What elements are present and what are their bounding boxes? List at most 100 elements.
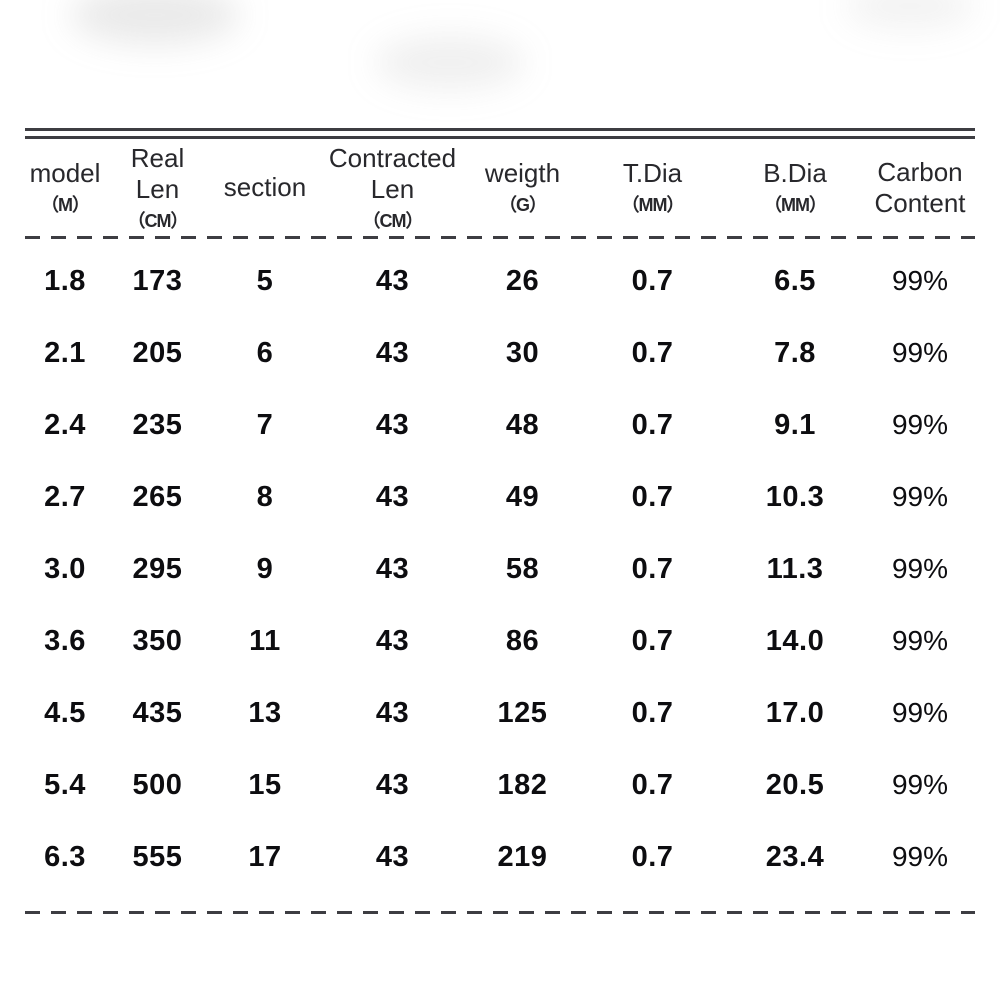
top-rule — [25, 128, 975, 139]
column-unit: （G） — [498, 195, 547, 215]
table-row: 2.1 205 6 43 30 0.7 7.8 99% — [25, 317, 975, 389]
table-cell-carbon-content: 99% — [891, 697, 949, 728]
table-cell-b-dia: 6.5 — [774, 264, 816, 297]
column-header-contracted-len: Contracted Len （CM） — [320, 143, 465, 233]
table-cell-real-len: 205 — [132, 336, 183, 369]
background-smudge — [70, 0, 240, 45]
table-cell-b-dia: 17.0 — [765, 696, 825, 729]
table-cell-contracted-len: 43 — [375, 480, 410, 513]
column-label: Real Len — [130, 142, 185, 204]
table-cell-model: 2.1 — [44, 336, 86, 369]
background-smudge — [845, 0, 975, 30]
table-cell-t-dia: 0.7 — [631, 840, 674, 873]
background-smudge — [375, 35, 525, 90]
table-cell-section: 5 — [256, 264, 274, 297]
column-label: Carbon Content — [874, 156, 966, 218]
table-cell-carbon-content: 99% — [891, 769, 949, 800]
column-unit: （CM） — [362, 210, 424, 231]
bottom-divider — [25, 911, 975, 914]
table-cell-contracted-len: 43 — [375, 624, 410, 657]
table-cell-t-dia: 0.7 — [631, 408, 674, 441]
table-cell-carbon-content: 99% — [891, 337, 949, 368]
column-header-section: section — [210, 172, 320, 203]
column-label: weigth — [484, 158, 561, 188]
table-cell-b-dia: 9.1 — [774, 408, 816, 441]
table-cell-contracted-len: 43 — [375, 408, 410, 441]
column-label: T.Dia — [622, 158, 683, 188]
table-row: 3.0 295 9 43 58 0.7 11.3 99% — [25, 533, 975, 605]
table-cell-weight: 26 — [505, 264, 540, 297]
table-cell-real-len: 350 — [132, 624, 183, 657]
table-cell-model: 1.8 — [44, 264, 86, 297]
table-row: 6.3 555 17 43 219 0.7 23.4 99% — [25, 821, 975, 893]
table-cell-model: 3.0 — [44, 552, 86, 585]
column-header-b-dia: B.Dia （MM） — [725, 158, 865, 217]
table-cell-real-len: 265 — [132, 480, 183, 513]
table-cell-weight: 30 — [505, 336, 540, 369]
table-cell-t-dia: 0.7 — [631, 336, 674, 369]
table-cell-model: 4.5 — [44, 696, 86, 729]
table-body: 1.8 173 5 43 26 0.7 6.5 99% 2.1 205 6 43 30 0.7 7.8 99%… — [25, 239, 975, 893]
table-cell-real-len: 173 — [132, 264, 183, 297]
table-cell-b-dia: 11.3 — [766, 552, 824, 585]
table-cell-real-len: 295 — [132, 552, 183, 585]
table-cell-model: 5.4 — [44, 768, 86, 801]
table-cell-weight: 219 — [497, 840, 548, 873]
table-row: 1.8 173 5 43 26 0.7 6.5 99% — [25, 245, 975, 317]
table-cell-carbon-content: 99% — [891, 409, 949, 440]
table-cell-section: 6 — [256, 336, 274, 369]
column-unit: （MM） — [621, 195, 685, 215]
table-cell-b-dia: 20.5 — [765, 768, 825, 801]
table-cell-real-len: 435 — [132, 696, 183, 729]
column-header-model: model （M） — [25, 158, 105, 217]
table-cell-b-dia: 23.4 — [765, 840, 825, 873]
table-row: 2.7 265 8 43 49 0.7 10.3 99% — [25, 461, 975, 533]
table-cell-weight: 48 — [505, 408, 540, 441]
table-cell-model: 2.7 — [44, 480, 86, 513]
table-cell-t-dia: 0.7 — [631, 480, 674, 513]
column-label: model — [29, 158, 101, 188]
table-cell-b-dia: 14.0 — [765, 624, 825, 657]
table-cell-real-len: 555 — [132, 840, 183, 873]
table-row: 5.4 500 15 43 182 0.7 20.5 99% — [25, 749, 975, 821]
column-unit: （MM） — [764, 195, 827, 215]
column-label: section — [223, 172, 307, 202]
table-cell-t-dia: 0.7 — [631, 552, 674, 585]
table-cell-section: 17 — [248, 840, 282, 873]
table-row: 2.4 235 7 43 48 0.7 9.1 99% — [25, 389, 975, 461]
table-cell-model: 3.6 — [44, 624, 86, 657]
column-label: Contracted Len — [328, 142, 457, 204]
table-cell-model: 6.3 — [44, 840, 86, 873]
table-cell-section: 8 — [256, 480, 274, 513]
column-label: B.Dia — [763, 158, 827, 188]
table-row: 4.5 435 13 43 125 0.7 17.0 99% — [25, 677, 975, 749]
table-cell-weight: 86 — [505, 624, 540, 657]
table-cell-contracted-len: 43 — [375, 768, 410, 801]
table-cell-weight: 58 — [505, 552, 540, 585]
header-divider — [25, 236, 975, 239]
column-header-real-len: Real Len （CM） — [105, 143, 210, 233]
column-unit: （CM） — [127, 210, 189, 231]
column-header-carbon-content: Carbon Content — [865, 157, 975, 219]
table-cell-t-dia: 0.7 — [631, 624, 674, 657]
table-cell-weight: 125 — [497, 696, 548, 729]
table-cell-weight: 49 — [505, 480, 540, 513]
table-cell-section: 11 — [249, 624, 281, 657]
table-cell-carbon-content: 99% — [891, 481, 949, 512]
table-cell-b-dia: 10.3 — [765, 480, 825, 513]
table-cell-model: 2.4 — [44, 408, 86, 441]
table-cell-real-len: 500 — [132, 768, 183, 801]
column-header-t-dia: T.Dia （MM） — [580, 158, 725, 217]
table-cell-t-dia: 0.7 — [631, 264, 674, 297]
table-cell-contracted-len: 43 — [375, 336, 410, 369]
column-unit: （M） — [41, 195, 90, 215]
table-cell-carbon-content: 99% — [891, 841, 949, 872]
table-cell-t-dia: 0.7 — [631, 696, 674, 729]
table-cell-b-dia: 7.8 — [774, 336, 816, 369]
table-cell-contracted-len: 43 — [375, 840, 410, 873]
table-cell-weight: 182 — [497, 768, 548, 801]
table-cell-carbon-content: 99% — [891, 265, 949, 296]
table-row: 3.6 350 11 43 86 0.7 14.0 99% — [25, 605, 975, 677]
table-cell-contracted-len: 43 — [375, 552, 410, 585]
